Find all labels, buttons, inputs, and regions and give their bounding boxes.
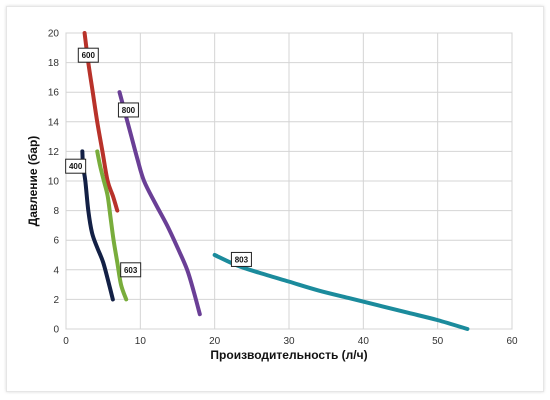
series-line-603	[95, 149, 129, 302]
series-label-text: 603	[124, 266, 138, 275]
y-tick-label: 18	[48, 58, 60, 69]
series-label-text: 800	[122, 106, 136, 115]
y-axis-title: Давление (бар)	[26, 136, 40, 227]
series-label-800: 800	[117, 102, 139, 118]
series-label-text: 400	[69, 162, 83, 171]
y-tick-label: 10	[48, 177, 60, 188]
series-line-800	[117, 90, 202, 317]
series-labels: 600 800 400 603 803	[65, 47, 252, 278]
y-tick-label: 2	[53, 295, 59, 306]
series-label-box	[117, 102, 139, 118]
series-label-600: 600	[77, 47, 99, 63]
y-tick-label: 8	[53, 206, 59, 217]
x-tick-label: 50	[432, 336, 444, 347]
y-tick-label: 0	[53, 325, 59, 336]
x-tick-label: 0	[63, 336, 69, 347]
series-label-803: 803	[230, 251, 252, 267]
series-label-text: 600	[82, 51, 96, 60]
series-label-box	[65, 158, 87, 174]
x-tick-label: 30	[283, 336, 295, 347]
y-tick-label: 20	[48, 29, 60, 40]
x-tick-label: 20	[209, 336, 221, 347]
series-label-603: 603	[120, 262, 142, 278]
y-tick-label: 6	[53, 236, 59, 247]
x-axis-title: Производительность (л/ч)	[210, 348, 367, 362]
y-tick-label: 12	[48, 147, 60, 158]
series-label-text: 803	[235, 255, 249, 264]
x-tick-label: 10	[135, 336, 147, 347]
x-tick-label: 40	[358, 336, 370, 347]
series-line-600	[82, 31, 120, 213]
series-label-box	[230, 251, 252, 267]
y-tick-label: 4	[53, 265, 59, 276]
series-label-box	[77, 47, 99, 63]
series-label-box	[120, 262, 142, 278]
series-line-803	[212, 253, 470, 331]
y-tick-label: 14	[48, 117, 60, 128]
x-tick-label: 60	[506, 336, 518, 347]
y-tick-label: 16	[48, 88, 60, 99]
series-label-400: 400	[65, 158, 87, 174]
